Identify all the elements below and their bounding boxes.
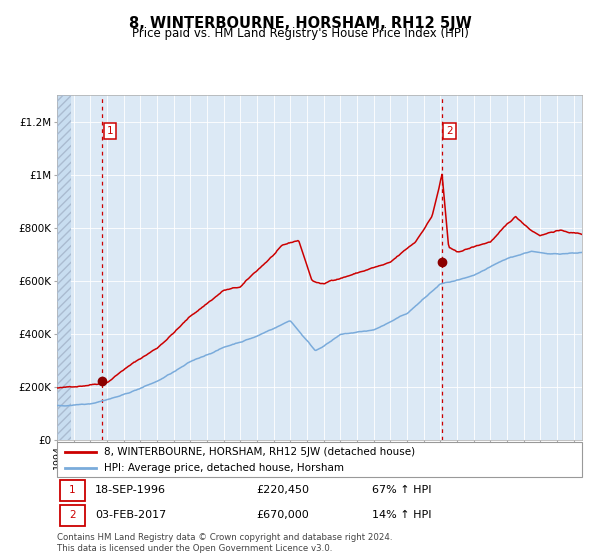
Bar <box>59 480 85 501</box>
Text: HPI: Average price, detached house, Horsham: HPI: Average price, detached house, Hors… <box>104 463 344 473</box>
Text: £670,000: £670,000 <box>257 511 309 520</box>
Text: 1: 1 <box>107 126 113 136</box>
Text: 1: 1 <box>69 486 76 496</box>
Text: Contains HM Land Registry data © Crown copyright and database right 2024.
This d: Contains HM Land Registry data © Crown c… <box>57 533 392 553</box>
Text: 03-FEB-2017: 03-FEB-2017 <box>95 511 166 520</box>
Text: £220,450: £220,450 <box>257 486 310 496</box>
Text: Price paid vs. HM Land Registry's House Price Index (HPI): Price paid vs. HM Land Registry's House … <box>131 27 469 40</box>
Text: 2: 2 <box>69 511 76 520</box>
Bar <box>57 95 71 440</box>
Text: 8, WINTERBOURNE, HORSHAM, RH12 5JW (detached house): 8, WINTERBOURNE, HORSHAM, RH12 5JW (deta… <box>104 447 415 457</box>
Text: 8, WINTERBOURNE, HORSHAM, RH12 5JW: 8, WINTERBOURNE, HORSHAM, RH12 5JW <box>128 16 472 31</box>
Bar <box>59 505 85 526</box>
Text: 67% ↑ HPI: 67% ↑ HPI <box>372 486 431 496</box>
Text: 18-SEP-1996: 18-SEP-1996 <box>95 486 166 496</box>
Bar <box>57 95 71 440</box>
Text: 14% ↑ HPI: 14% ↑ HPI <box>372 511 431 520</box>
Text: 2: 2 <box>446 126 452 136</box>
